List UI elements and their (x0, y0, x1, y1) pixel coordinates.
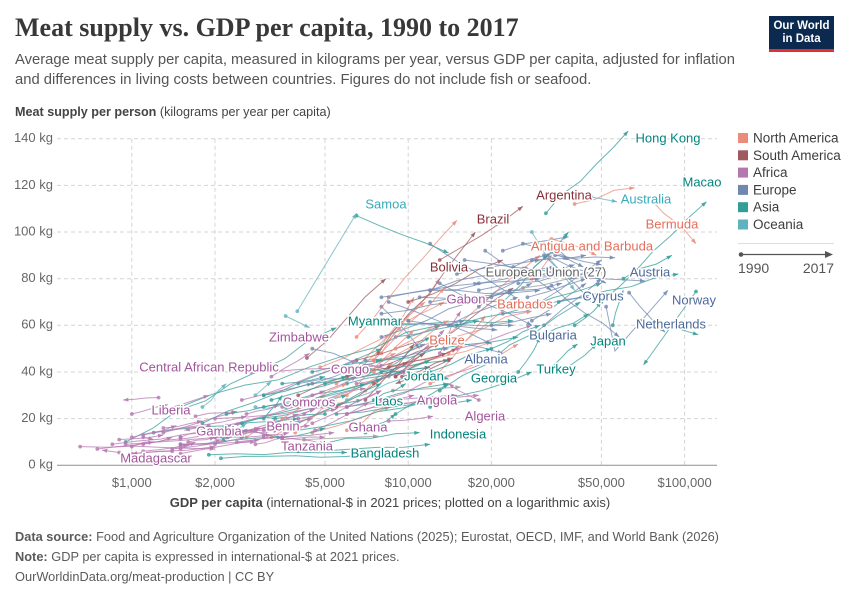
svg-text:120 kg: 120 kg (14, 177, 53, 192)
svg-text:Comoros: Comoros (283, 394, 336, 409)
svg-text:Barbados: Barbados (497, 296, 553, 311)
svg-text:$50,000: $50,000 (578, 475, 625, 490)
svg-text:Austria: Austria (630, 264, 671, 279)
svg-text:Georgia: Georgia (471, 370, 518, 385)
svg-text:$2,000: $2,000 (195, 475, 235, 490)
svg-text:Samoa: Samoa (365, 196, 407, 211)
svg-text:Antigua and Barbuda: Antigua and Barbuda (531, 238, 654, 253)
svg-text:Bangladesh: Bangladesh (351, 445, 420, 460)
svg-text:South America: South America (753, 148, 841, 163)
svg-text:Australia: Australia (621, 191, 672, 206)
svg-text:Belize: Belize (429, 332, 464, 347)
svg-text:Indonesia: Indonesia (430, 426, 487, 441)
svg-text:0 kg: 0 kg (28, 457, 53, 472)
svg-text:Tanzania: Tanzania (281, 438, 334, 453)
svg-text:Ghana: Ghana (348, 419, 388, 434)
svg-text:Oceania: Oceania (753, 217, 804, 232)
svg-text:European Union (27): European Union (27) (486, 264, 607, 279)
svg-text:Angola: Angola (417, 392, 458, 407)
svg-text:Central African Republic: Central African Republic (139, 359, 279, 374)
svg-text:Asia: Asia (753, 200, 780, 215)
svg-text:2017: 2017 (803, 260, 834, 276)
svg-text:North America: North America (753, 131, 839, 146)
svg-text:Cyprus: Cyprus (582, 288, 624, 303)
svg-text:80 kg: 80 kg (21, 270, 53, 285)
svg-text:GDP per capita (international-: GDP per capita (international-$ in 2021 … (170, 495, 611, 510)
svg-text:Japan: Japan (590, 333, 625, 348)
svg-text:Argentina: Argentina (536, 187, 592, 202)
svg-text:Bermuda: Bermuda (646, 216, 700, 231)
svg-text:Gabon: Gabon (446, 291, 485, 306)
svg-text:Zimbabwe: Zimbabwe (269, 329, 329, 344)
svg-text:140 kg: 140 kg (14, 130, 53, 145)
svg-text:Norway: Norway (672, 292, 717, 307)
svg-text:Africa: Africa (753, 165, 788, 180)
svg-text:$20,000: $20,000 (468, 475, 515, 490)
svg-text:Bulgaria: Bulgaria (529, 327, 577, 342)
svg-text:60 kg: 60 kg (21, 317, 53, 332)
svg-text:$100,000: $100,000 (657, 475, 711, 490)
svg-text:$1,000: $1,000 (112, 475, 152, 490)
svg-text:Benin: Benin (266, 418, 299, 433)
svg-text:1990: 1990 (738, 260, 769, 276)
svg-text:Myanmar: Myanmar (348, 313, 403, 328)
svg-text:Jordan: Jordan (404, 368, 444, 383)
svg-text:20 kg: 20 kg (21, 410, 53, 425)
svg-text:40 kg: 40 kg (21, 363, 53, 378)
svg-text:100 kg: 100 kg (14, 223, 53, 238)
svg-text:Albania: Albania (464, 351, 508, 366)
svg-text:Congo: Congo (331, 361, 369, 376)
svg-text:Liberia: Liberia (151, 402, 191, 417)
svg-text:Bolivia: Bolivia (430, 259, 469, 274)
svg-text:Turkey: Turkey (536, 361, 576, 376)
svg-text:Hong Kong: Hong Kong (635, 130, 700, 145)
svg-text:Gambia: Gambia (196, 423, 242, 438)
svg-text:Netherlands: Netherlands (636, 316, 707, 331)
svg-text:Macao: Macao (682, 174, 721, 189)
svg-text:Algeria: Algeria (465, 408, 506, 423)
svg-text:$10,000: $10,000 (385, 475, 432, 490)
svg-text:Brazil: Brazil (477, 211, 510, 226)
svg-text:Madagascar: Madagascar (120, 450, 192, 465)
svg-text:Laos: Laos (375, 393, 404, 408)
svg-text:$5,000: $5,000 (305, 475, 345, 490)
svg-text:Europe: Europe (753, 182, 797, 197)
